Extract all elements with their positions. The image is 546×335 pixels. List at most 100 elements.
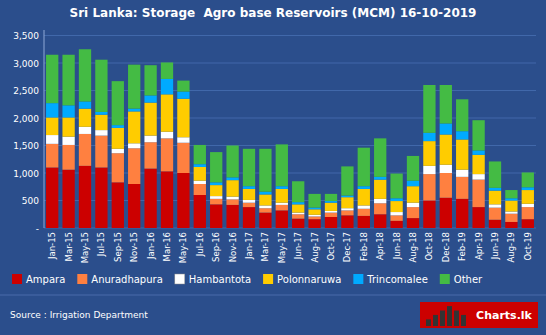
bar xyxy=(325,211,337,213)
chart: Sri Lanka: Storage Agro base Reservoirs … xyxy=(0,0,546,335)
bar xyxy=(210,196,222,199)
bar xyxy=(46,135,58,144)
bar xyxy=(472,207,484,228)
x-tick-label: Aug-18 xyxy=(408,232,418,262)
bar xyxy=(325,203,337,211)
legend-swatch xyxy=(263,274,273,284)
series xyxy=(46,79,534,209)
bar xyxy=(325,194,337,201)
x-tick-label: Feb-18 xyxy=(359,232,369,261)
legend-swatch xyxy=(353,274,363,284)
bar xyxy=(390,201,402,212)
logo-icon xyxy=(461,315,466,326)
bar xyxy=(440,124,452,135)
bar xyxy=(112,125,124,128)
bar xyxy=(161,138,173,171)
bar xyxy=(522,172,534,187)
bar xyxy=(210,204,222,228)
logo-box xyxy=(420,302,538,328)
bar xyxy=(112,149,124,153)
logo-icon xyxy=(426,319,431,326)
bar xyxy=(128,65,140,109)
series xyxy=(46,49,534,207)
bar xyxy=(243,203,255,207)
bar xyxy=(456,131,468,139)
bar xyxy=(79,134,91,166)
bar xyxy=(358,205,370,208)
x-tick-label: Mar-16 xyxy=(162,232,172,261)
bar xyxy=(259,205,271,208)
bar xyxy=(243,189,255,200)
x-tick-label: Jan-16 xyxy=(146,232,156,260)
x-tick-label: Aug-19 xyxy=(506,232,516,262)
bar xyxy=(243,186,255,189)
bar xyxy=(194,164,206,167)
bar xyxy=(472,180,484,208)
bar xyxy=(374,199,386,203)
y-tick-label: 500 xyxy=(22,196,39,206)
grid xyxy=(44,36,536,229)
bar xyxy=(128,109,140,112)
bar xyxy=(46,103,58,117)
bar xyxy=(292,219,304,228)
x-tick-label: Dec-18 xyxy=(441,232,451,262)
bar xyxy=(194,181,206,184)
bar xyxy=(276,189,288,203)
bar xyxy=(226,205,238,228)
x-tick-label: Nov-16 xyxy=(228,232,238,262)
bar xyxy=(177,92,189,99)
bar xyxy=(95,136,107,168)
bar xyxy=(325,213,337,217)
bar xyxy=(79,109,91,127)
bar xyxy=(46,55,58,103)
bar xyxy=(472,150,484,154)
bar xyxy=(341,210,353,215)
bar xyxy=(440,165,452,173)
legend-swatch xyxy=(440,274,450,284)
bar xyxy=(407,181,419,187)
x-tick-label: Dec-17 xyxy=(342,232,352,262)
bar xyxy=(308,194,320,208)
bar xyxy=(243,149,255,186)
bar xyxy=(210,182,222,185)
bar xyxy=(440,173,452,198)
bar xyxy=(46,117,58,135)
bar xyxy=(522,204,534,207)
bar xyxy=(95,112,107,115)
bar xyxy=(62,170,74,228)
bar xyxy=(423,133,435,141)
x-tick-label: Jul-15 xyxy=(96,232,106,257)
bar xyxy=(128,143,140,148)
x-tick-label: Oct-18 xyxy=(424,232,434,261)
x-tick-label: Jan-17 xyxy=(244,232,254,260)
grid-line xyxy=(44,63,536,64)
source: Source : Irrigation Department xyxy=(10,310,148,320)
legend-swatch xyxy=(77,274,87,284)
x-tick-label: Jan-15 xyxy=(47,232,57,260)
bar xyxy=(194,195,206,228)
y-tick-label: 2,500 xyxy=(13,86,39,96)
bar xyxy=(144,65,156,95)
bar xyxy=(489,208,501,220)
bar xyxy=(489,191,501,205)
x-tick-label: Mar-15 xyxy=(64,232,74,261)
bar xyxy=(407,156,419,181)
bar xyxy=(390,212,402,215)
bar xyxy=(440,135,452,165)
bar xyxy=(505,190,517,198)
x-tick-label: Oct-19 xyxy=(523,232,533,261)
bar xyxy=(276,144,288,186)
legend-label: Polonnaruwa xyxy=(277,274,341,285)
x-tick-label: Jun-18 xyxy=(392,232,402,260)
bar xyxy=(79,166,91,228)
bar xyxy=(423,201,435,229)
bar xyxy=(341,215,353,228)
bars xyxy=(46,49,534,228)
bar xyxy=(505,201,517,212)
bar xyxy=(46,144,58,168)
bar xyxy=(374,177,386,180)
bar xyxy=(259,192,271,195)
x-tick-label: Jun-17 xyxy=(293,232,303,260)
bar xyxy=(489,220,501,228)
x-tick-label: Mar-17 xyxy=(260,232,270,261)
